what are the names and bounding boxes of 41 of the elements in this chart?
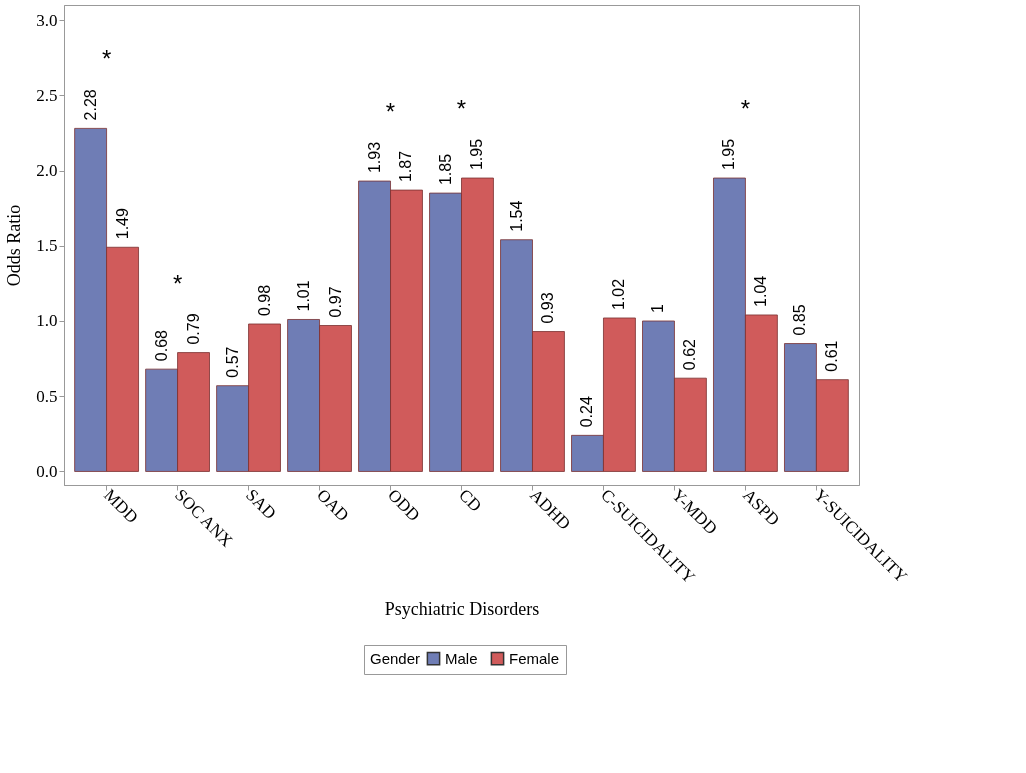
data-label: 0.79 xyxy=(184,313,202,345)
data-label: 1 xyxy=(649,303,667,313)
legend-title: Gender xyxy=(370,650,421,667)
data-label: 2.28 xyxy=(81,89,99,121)
legend-label: Female xyxy=(509,649,560,667)
data-label: 0.93 xyxy=(539,292,557,324)
data-label: 0.97 xyxy=(326,286,344,318)
y-tick-label: 0.0 xyxy=(36,461,58,481)
annotation: * xyxy=(101,45,112,73)
data-label: 0.24 xyxy=(578,396,596,428)
data-label: 1.85 xyxy=(436,153,454,186)
data-label: 0.57 xyxy=(223,346,241,378)
annotation: * xyxy=(740,95,751,123)
y-tick-label: 2.5 xyxy=(36,85,58,105)
data-label: 0.98 xyxy=(255,284,273,316)
data-label: 1.02 xyxy=(610,278,628,310)
y-tick-label: 0.5 xyxy=(36,386,58,406)
y-tick-label: 3.0 xyxy=(36,10,58,30)
x-tick-label: CD xyxy=(455,485,486,516)
x-tick-label: SAD xyxy=(242,485,280,523)
annotation: * xyxy=(385,98,396,126)
data-label: 0.62 xyxy=(681,338,699,371)
data-label: 1.04 xyxy=(752,275,770,307)
data-label: 1.49 xyxy=(113,208,131,240)
annotation: * xyxy=(172,269,183,297)
data-label: 0.61 xyxy=(823,340,841,372)
data-label: 1.95 xyxy=(468,138,486,171)
y-tick-label: 2.0 xyxy=(36,161,58,181)
x-axis-title: Psychiatric Disorders xyxy=(384,599,540,620)
annotation: * xyxy=(456,95,467,123)
y-tick-label: 1.0 xyxy=(36,311,58,331)
data-label: 1.01 xyxy=(294,280,312,312)
y-tick-label: 1.5 xyxy=(36,236,58,256)
data-label: 1.54 xyxy=(507,200,525,232)
data-label: 0.85 xyxy=(791,304,809,336)
data-label: 1.87 xyxy=(397,150,415,183)
data-label: 1.95 xyxy=(720,138,738,171)
legend-label: Male xyxy=(445,649,478,667)
data-label: 0.68 xyxy=(152,329,170,362)
data-label: 1.93 xyxy=(365,141,383,174)
y-axis-title: Odds Ratio xyxy=(4,204,25,287)
